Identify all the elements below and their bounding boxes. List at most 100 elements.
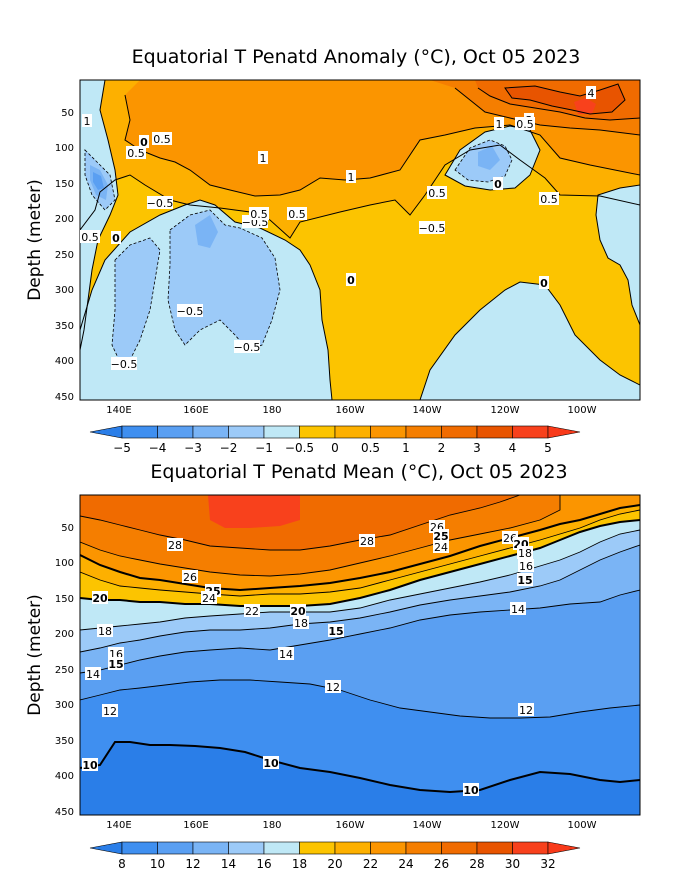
anomaly-x-axis: 140E 160E 180 160W 140W 120W 100W xyxy=(106,405,596,416)
mean-contour-label: 14 xyxy=(279,648,293,661)
mean-colorbar-swatch xyxy=(405,841,442,855)
mean-title: Equatorial T Penatd Mean (°C), Oct 05 20… xyxy=(150,461,567,483)
mean-contour-label: 10 xyxy=(463,784,479,797)
mean-contour-label: 24 xyxy=(434,541,448,554)
mean-colorbar-swatch xyxy=(299,841,336,855)
mean-colorbar-low-arrow xyxy=(89,841,123,855)
mean-colorbar-swatch xyxy=(121,841,158,855)
anomaly-colorbar-label: −4 xyxy=(149,441,167,455)
anomaly-x-tick: 160E xyxy=(183,405,208,416)
anomaly-colorbar-swatch xyxy=(263,425,300,439)
anomaly-x-tick: 140E xyxy=(106,405,131,416)
mean-contour-label: 12 xyxy=(103,705,117,718)
mean-y-tick: 250 xyxy=(55,665,74,676)
mean-x-tick: 140W xyxy=(413,820,442,831)
mean-colorbar-swatch xyxy=(441,841,478,855)
mean-colorbar-swatch xyxy=(157,841,194,855)
mean-y-tick: 100 xyxy=(55,558,74,569)
mean-y-tick: 150 xyxy=(55,594,74,605)
anomaly-colorbar-label: −0.5 xyxy=(285,441,314,455)
mean-contour-label: 22 xyxy=(245,605,259,618)
mean-colorbar-swatch xyxy=(476,841,513,855)
mean-x-tick: 140E xyxy=(106,820,131,831)
anomaly-x-tick: 140W xyxy=(413,405,442,416)
mean-x-tick: 120W xyxy=(491,820,520,831)
mean-ylabel: Depth (meter) xyxy=(25,594,45,716)
mean-colorbar: 8 10 12 14 16 18 20 22 24 26 28 30 32 xyxy=(89,841,581,871)
mean-contour-label: 20 xyxy=(92,592,108,605)
mean-colorbar-swatch xyxy=(192,841,229,855)
anomaly-contour-label: 0.5 xyxy=(153,133,171,146)
mean-frame xyxy=(79,494,641,816)
anomaly-contour-label: 0.5 xyxy=(540,193,558,206)
mean-x-axis: 140E 160E 180 160W 140W 120W 100W xyxy=(106,820,596,831)
mean-contour-label: 15 xyxy=(517,574,532,587)
anomaly-colorbar-swatch xyxy=(192,425,229,439)
anomaly-colorbar-swatch xyxy=(157,425,194,439)
mean-contour-label: 25 xyxy=(433,530,448,543)
anomaly-y-tick: 200 xyxy=(55,214,74,225)
anomaly-field xyxy=(80,80,640,400)
mean-contour-label: 15 xyxy=(108,658,123,671)
anomaly-colorbar-label: 1 xyxy=(402,441,410,455)
mean-colorbar-label: 32 xyxy=(540,857,555,871)
mean-y-axis: Depth (meter) 50 100 150 200 250 300 350… xyxy=(25,523,74,818)
mean-contour-label: 18 xyxy=(294,617,308,630)
mean-colorbar-high-arrow xyxy=(547,841,581,855)
mean-y-tick: 300 xyxy=(55,700,74,711)
mean-contour-label: 20 xyxy=(290,605,306,618)
anomaly-contour-label: 0 xyxy=(112,232,120,245)
anomaly-colorbar-label: −2 xyxy=(220,441,238,455)
mean-colorbar-label: 20 xyxy=(327,857,342,871)
mean-contour-label: 14 xyxy=(511,603,525,616)
anomaly-y-tick: 400 xyxy=(55,356,74,367)
anomaly-x-tick: 160W xyxy=(336,405,365,416)
anomaly-y-tick: 150 xyxy=(55,179,74,190)
mean-contour-label: 14 xyxy=(86,668,100,681)
anomaly-contour-label: 0.5 xyxy=(127,147,145,160)
anomaly-y-axis: Depth (meter) 50 100 150 200 250 300 350… xyxy=(25,108,74,403)
mean-y-tick: 200 xyxy=(55,629,74,640)
anomaly-colorbar-label: 0.5 xyxy=(361,441,380,455)
anomaly-contour-label: 1 xyxy=(496,118,503,131)
anomaly-colorbar-swatch xyxy=(334,425,371,439)
anomaly-contour-label: 0.5 xyxy=(428,187,446,200)
mean-y-tick: 50 xyxy=(61,523,74,534)
anomaly-colorbar-label: −5 xyxy=(113,441,131,455)
mean-contour-labels: 28 28 26 25 24 22 20 20 18 15 18 16 15 1… xyxy=(82,520,534,797)
anomaly-colorbar-label: −3 xyxy=(184,441,202,455)
mean-contour-label: 12 xyxy=(326,681,340,694)
anomaly-colorbar-high-arrow xyxy=(547,425,581,439)
anomaly-contour-label: −0.5 xyxy=(111,358,138,371)
mean-contour-label: 28 xyxy=(360,535,374,548)
mean-contour-label: 18 xyxy=(98,625,112,638)
anomaly-y-tick: 300 xyxy=(55,285,74,296)
mean-contour-label: 10 xyxy=(82,759,98,772)
mean-y-tick: 400 xyxy=(55,771,74,782)
anomaly-colorbar-low-arrow xyxy=(89,425,123,439)
anomaly-y-tick: 250 xyxy=(55,250,74,261)
mean-colorbar-label: 18 xyxy=(292,857,307,871)
anomaly-contour-label: 1 xyxy=(260,152,267,165)
anomaly-colorbar-label: 2 xyxy=(438,441,446,455)
anomaly-y-tick: 350 xyxy=(55,321,74,332)
mean-y-tick: 450 xyxy=(55,807,74,818)
mean-colorbar-swatch xyxy=(263,841,300,855)
anomaly-x-tick: 120W xyxy=(491,405,520,416)
mean-field xyxy=(80,495,640,815)
anomaly-colorbar-label: 0 xyxy=(331,441,339,455)
anomaly-colorbar-label: 5 xyxy=(544,441,552,455)
mean-colorbar-label: 14 xyxy=(221,857,236,871)
anomaly-colorbar-label: 4 xyxy=(509,441,517,455)
anomaly-contour-label: −0.5 xyxy=(419,222,446,235)
mean-colorbar-swatch xyxy=(228,841,265,855)
anomaly-colorbar-swatch xyxy=(228,425,265,439)
mean-colorbar-swatch xyxy=(334,841,371,855)
anomaly-contour-label: 0 xyxy=(540,277,548,290)
anomaly-colorbar-swatch xyxy=(121,425,158,439)
anomaly-colorbar-swatch xyxy=(299,425,336,439)
anomaly-contour-label: 4 xyxy=(588,87,595,100)
mean-colorbar-label: 10 xyxy=(150,857,165,871)
anomaly-contour-label: 0.5 xyxy=(288,208,306,221)
